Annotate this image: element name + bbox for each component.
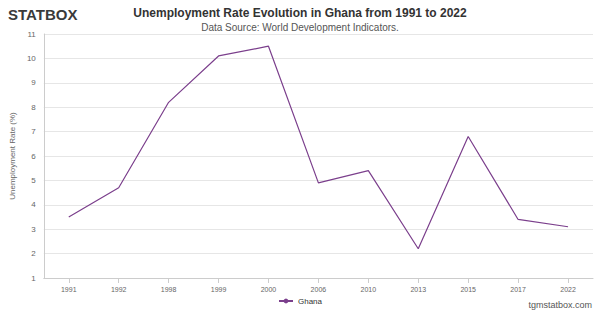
svg-text:Unemployment Rate (%): Unemployment Rate (%) [8,112,17,200]
svg-text:10: 10 [27,54,36,63]
svg-text:STATBOX: STATBOX [8,6,77,23]
svg-text:11: 11 [27,30,36,39]
svg-text:1999: 1999 [211,286,227,293]
svg-text:2: 2 [31,249,36,258]
svg-text:4: 4 [31,200,36,209]
svg-text:2015: 2015 [460,286,476,293]
svg-text:2017: 2017 [510,286,526,293]
svg-text:Ghana: Ghana [298,297,323,306]
svg-text:tgmstatbox.com: tgmstatbox.com [528,300,592,310]
svg-text:6: 6 [31,152,36,161]
svg-text:9: 9 [31,78,36,87]
svg-text:2006: 2006 [311,286,327,293]
svg-text:5: 5 [31,176,36,185]
svg-text:1: 1 [31,274,36,283]
svg-text:1992: 1992 [111,286,127,293]
svg-text:Unemployment Rate Evolution in: Unemployment Rate Evolution in Ghana fro… [133,6,467,20]
svg-text:1998: 1998 [161,286,177,293]
svg-text:1991: 1991 [61,286,77,293]
svg-text:8: 8 [31,103,36,112]
svg-text:3: 3 [31,225,36,234]
svg-text:Data Source: World Development: Data Source: World Development Indicator… [201,22,399,33]
svg-text:2022: 2022 [560,286,576,293]
svg-text:2000: 2000 [261,286,277,293]
svg-text:2010: 2010 [361,286,377,293]
svg-text:7: 7 [31,127,36,136]
svg-text:2013: 2013 [410,286,426,293]
